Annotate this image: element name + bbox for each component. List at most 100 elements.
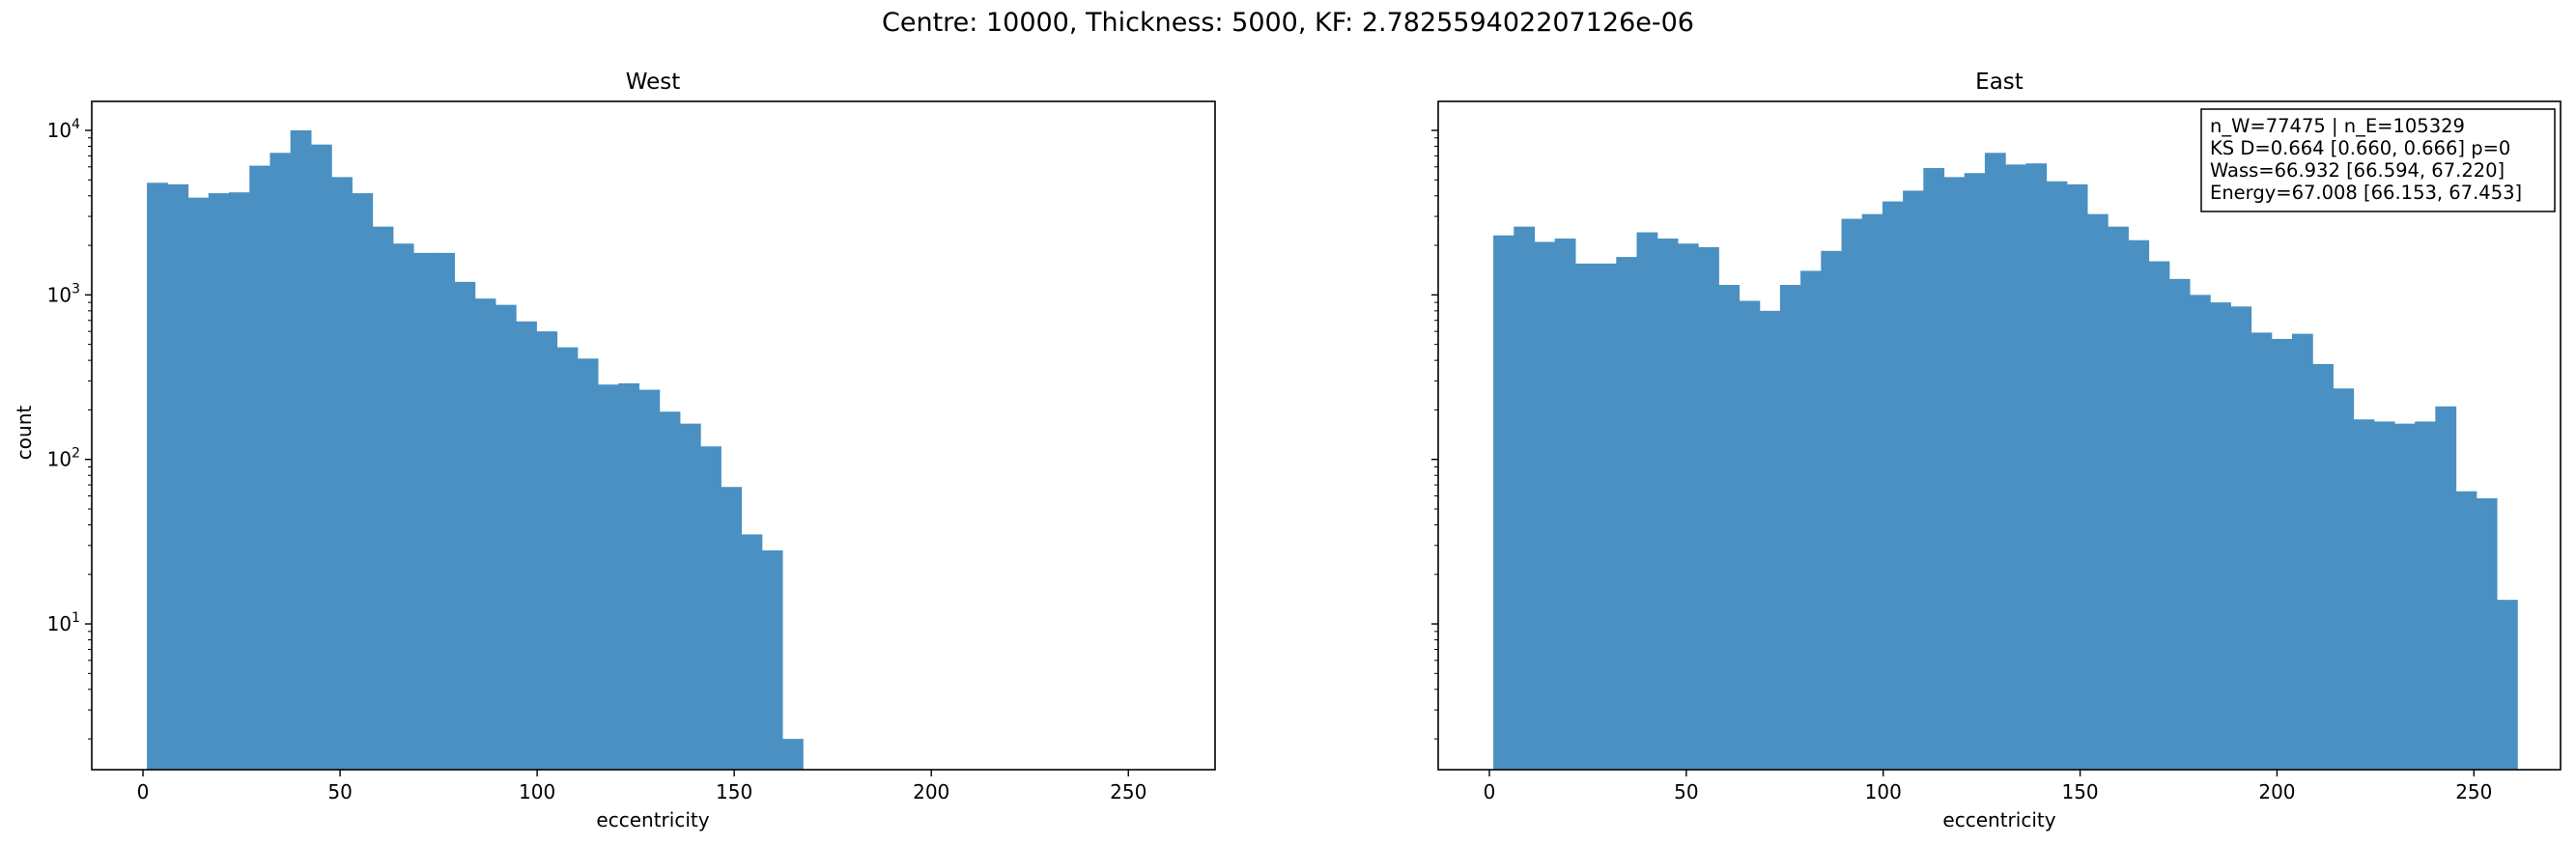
east-bar [2086,213,2109,770]
east-x-tick-label: 0 [1484,780,1496,803]
east-panel: East 0 50 100 150 200 250 eccentricity n_W=77… [1431,70,2562,831]
east-bar [1739,300,1761,770]
west-bar [700,446,722,770]
east-bar [2108,226,2129,770]
west-bar [147,183,168,771]
west-bar [721,487,743,770]
east-x-ticks: 0 50 100 150 200 250 [1484,770,2492,803]
east-bar [1493,235,1514,771]
west-bar [577,358,599,770]
stats-annotation-frame [2200,108,2556,212]
east-bar [2148,261,2170,771]
west-bar [434,252,456,770]
east-bar [1821,250,1843,771]
west-bar [781,739,804,770]
east-bar [1534,241,1556,770]
east-bar [1656,239,1679,770]
west-axes-frame [91,100,1216,771]
east-y-ticks [1431,129,1438,740]
east-bar [1514,226,1536,770]
stats-line-1: n_W=77475 | n_E=105329 [2210,115,2465,137]
west-x-tick-label: 150 [716,780,752,803]
west-y-tick-label: 102 [47,446,80,471]
east-bar [2005,164,2026,771]
west-bar [556,347,579,770]
west-bar [310,144,332,770]
east-bar [2271,338,2293,770]
stats-line-2: KS D=0.664 [0.660, 0.666] p=0 [2210,137,2510,159]
west-title: West [626,70,681,95]
east-bar [2189,295,2211,770]
west-bar [618,382,639,770]
west-panel: West 0 50 100 150 200 250 101 102 103 104 eccent… [13,70,1216,831]
west-bar [392,243,414,771]
east-xlabel: eccentricity [1942,808,2055,831]
east-bar [2333,388,2355,770]
east-bar [2291,333,2313,770]
east-x-tick-label: 150 [2061,780,2098,803]
west-y-tick-label: 103 [47,281,80,306]
east-bar [1574,263,1597,770]
east-bar [1596,263,1617,770]
west-bar [659,411,681,770]
east-bar [1841,218,1863,770]
east-bar [2066,183,2088,771]
east-bar [2128,239,2150,771]
west-bar [761,549,783,770]
west-bar [474,298,496,770]
east-bar [1718,285,1741,770]
east-bar [2455,491,2477,770]
east-bar [2168,278,2191,770]
east-axes-frame [1437,100,2562,771]
west-bar [372,226,394,770]
east-bar [2230,306,2252,770]
west-bar [229,192,250,770]
east-bar [1882,201,1904,770]
west-y-tick-label: 101 [47,610,80,635]
west-bar [167,183,189,771]
east-bar [1554,239,1576,770]
west-bar [638,389,661,770]
east-x-tick-label: 100 [1865,780,1902,803]
east-bar [2353,419,2375,770]
east-bar [2373,421,2395,770]
east-bar [1923,168,1945,770]
east-bar [2415,421,2436,770]
stats-annotation-box: n_W=77475 | n_E=105329 KS D=0.664 [0.660… [2200,108,2556,212]
east-bar [1779,285,1801,770]
east-bar [2210,302,2231,770]
west-bar [597,384,619,770]
west-ylabel: count [13,406,36,461]
west-xlabel: eccentricity [596,808,709,831]
west-bar [516,321,537,770]
figure-suptitle: Centre: 10000, Thickness: 5000, KF: 2.78… [882,8,1694,38]
west-bar [331,177,353,770]
east-x-tick-label: 50 [1674,780,1698,803]
west-x-tick-label: 250 [1110,780,1146,803]
east-bar [2250,332,2273,770]
west-x-tick-label: 0 [137,780,150,803]
east-bar [2435,406,2457,770]
east-bar [2046,181,2068,770]
east-bar [2393,423,2416,770]
east-bar [2025,163,2048,770]
west-bar [269,153,292,770]
west-x-ticks: 0 50 100 150 200 250 [137,770,1146,803]
east-bar [2476,498,2498,770]
east-bar [1984,153,2006,770]
east-x-tick-label: 200 [2258,780,2295,803]
west-x-tick-label: 100 [519,780,555,803]
east-bar [1698,246,1719,770]
east-bar [1964,173,1986,771]
west-bar [412,252,435,770]
east-bar [1616,257,1638,771]
west-bar [679,423,701,770]
east-bar [1636,232,1658,770]
east-bar [1861,213,1883,770]
west-x-tick-label: 200 [913,780,949,803]
west-bar [187,197,210,770]
west-bar [536,331,558,770]
east-bar [1759,310,1781,770]
west-y-ticks: 101 102 103 104 [47,117,92,740]
